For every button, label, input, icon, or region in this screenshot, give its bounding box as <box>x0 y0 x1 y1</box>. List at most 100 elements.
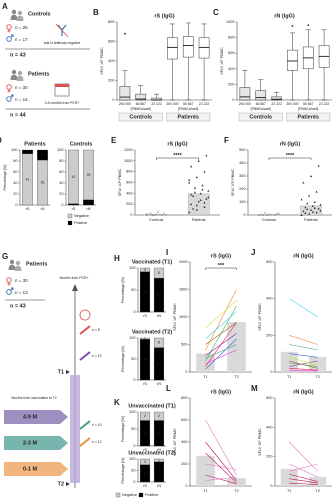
y-tick-label: 1000 <box>124 159 132 163</box>
chart-title: rS (IgG) <box>211 253 231 259</box>
count-label: 32 <box>143 290 147 294</box>
point <box>190 203 193 206</box>
count-label: 8 <box>158 341 160 345</box>
x-tick-label: T1 <box>287 375 291 379</box>
y-tick-label: 100 <box>129 410 135 414</box>
chart-title: rS (IgG) <box>167 141 187 147</box>
box <box>255 90 267 101</box>
y-tick-label: 100 <box>57 148 63 152</box>
y-axis-label: Percentage [%] <box>121 277 125 303</box>
y-tick-label: 1000 <box>226 20 234 24</box>
person-icon <box>11 9 17 15</box>
group-box <box>286 112 331 122</box>
point <box>201 184 204 187</box>
point <box>273 213 276 216</box>
panel-letter: L <box>166 384 171 393</box>
group-title: Controls <box>28 11 51 17</box>
x-tick-label: T2 <box>316 375 320 379</box>
point <box>207 196 210 199</box>
point <box>197 159 200 162</box>
count: n = 30 <box>15 278 28 283</box>
x-tick-label: 200 000 <box>286 102 298 106</box>
bar-segment <box>153 411 165 421</box>
total: n = 44 <box>10 112 27 118</box>
male-icon <box>6 289 12 295</box>
y-tick-label: 400 <box>266 297 272 301</box>
bracket-label: Months from vaccination to T2 <box>11 396 56 400</box>
patient-line <box>289 473 318 482</box>
count-label: 42 <box>72 175 76 179</box>
y-tick-label: 2000 <box>179 260 187 264</box>
box <box>271 96 282 101</box>
legend-swatch <box>138 492 144 498</box>
y-tick-label: 300 <box>239 174 245 178</box>
chart-title: rN (IgG) <box>280 141 301 147</box>
y-tick-label: 500 <box>181 343 187 347</box>
patient-line <box>205 322 237 345</box>
point <box>275 212 278 215</box>
x-tick-label: 200 000 <box>239 102 251 106</box>
point <box>199 198 202 201</box>
y-tick-label: 0 <box>270 370 272 374</box>
chart-title: Unvaccinated (T2) <box>128 450 176 456</box>
point <box>193 186 196 189</box>
panel-letter: F <box>224 136 229 145</box>
point <box>188 178 191 181</box>
t1-label: T1 <box>58 369 64 375</box>
y-tick-label: 80 <box>13 159 17 163</box>
vaccination-bar <box>70 375 80 483</box>
x-tick-label: 66 667 <box>256 102 266 106</box>
y-tick-label: 1000 <box>179 315 187 319</box>
point <box>205 197 208 200</box>
male-icon <box>10 34 14 38</box>
group-title: Patients <box>28 71 49 77</box>
x-tick-label: rS <box>72 207 76 211</box>
y-tick-label: 400 <box>181 440 187 444</box>
y-tick-label: 80 <box>59 159 63 163</box>
count-label: 6 <box>144 431 146 435</box>
x-axis-label: [PBMCs/well] <box>298 107 318 111</box>
person-icon <box>8 264 16 270</box>
y-tick-label: 800 <box>181 396 187 400</box>
y-tick-label: 0 <box>61 203 63 207</box>
point <box>153 214 156 216</box>
group-label: 2-3 M <box>23 440 37 446</box>
y-axis-label: SFU/ 10⁶ PBMC <box>231 168 235 196</box>
x-tick-label: rN <box>157 314 161 318</box>
person-icon <box>16 15 24 21</box>
patient-line <box>289 441 318 472</box>
patient-line <box>289 369 318 372</box>
patient-line <box>289 357 318 365</box>
x-tick-label: rS <box>26 207 30 211</box>
count-label: 39 <box>87 173 91 177</box>
x-tick-label: rN <box>86 207 90 211</box>
y-axis-label: SFU/ 10⁶ PBMC <box>258 303 262 331</box>
x-tick-label: rS <box>143 382 147 386</box>
y-tick-label: 600 <box>266 260 272 264</box>
y-tick-label: 400 <box>228 67 234 71</box>
point <box>277 212 280 215</box>
panel-letter: A <box>2 2 8 11</box>
point <box>159 213 162 216</box>
box <box>182 36 194 58</box>
point <box>264 211 267 214</box>
patient-line <box>205 349 237 365</box>
legend-swatch <box>67 213 73 219</box>
count-label: 1 <box>158 458 160 462</box>
legend-swatch <box>115 492 121 498</box>
x-tick-label: Controls <box>262 218 276 222</box>
point <box>308 194 311 197</box>
y-tick-label: 200 <box>266 333 272 337</box>
x-tick-label: 200 000 <box>166 102 178 106</box>
count: n = 14 <box>15 97 28 102</box>
point <box>193 191 196 194</box>
chart-title: Controls <box>70 141 93 147</box>
significance-bracket <box>205 267 237 270</box>
count-label: 2 <box>144 414 146 418</box>
bar-segment <box>68 149 79 204</box>
chart-title: rS (IgG) <box>211 389 231 395</box>
bar <box>227 478 246 486</box>
point <box>157 210 160 213</box>
count-label: 3 <box>27 150 29 154</box>
syringe-icon <box>79 437 91 447</box>
